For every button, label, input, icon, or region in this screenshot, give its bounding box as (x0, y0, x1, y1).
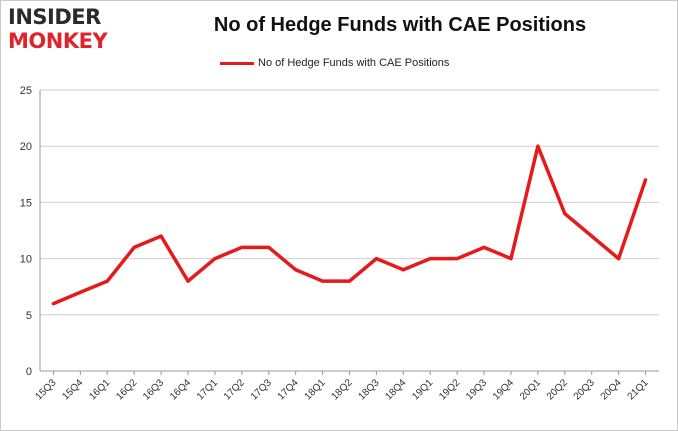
data-point (132, 245, 136, 249)
data-point (240, 245, 244, 249)
x-tick-label: 19Q4 (491, 377, 516, 402)
data-point (78, 290, 82, 294)
x-tick-label: 21Q1 (626, 377, 651, 402)
x-tick-label: 17Q2 (222, 377, 247, 402)
data-point (374, 257, 379, 261)
x-tick-label: 15Q3 (33, 377, 58, 402)
data-point (213, 257, 217, 261)
x-tick-label: 20Q1 (518, 377, 543, 402)
data-point (347, 279, 352, 283)
grid-lines (40, 89, 659, 316)
y-tick-label: 10 (20, 254, 32, 266)
y-tick-label: 0 (26, 366, 32, 378)
x-tick-label: 19Q1 (410, 377, 435, 402)
legend: No of Hedge Funds with CAE Positions (220, 56, 449, 70)
y-tick-label: 20 (20, 141, 32, 153)
data-point (590, 234, 594, 238)
chart-title: No of Hedge Funds with CAE Positions (213, 14, 587, 36)
x-tick-label: 16Q3 (141, 377, 166, 402)
y-tick-label: 15 (20, 197, 32, 209)
y-tick-label: 5 (26, 310, 32, 322)
x-tick-label: 16Q4 (168, 377, 193, 402)
x-tick-label: 17Q1 (195, 377, 220, 402)
data-point (267, 245, 271, 249)
data-point (51, 301, 56, 306)
legend-swatch (220, 61, 254, 65)
data-point (509, 257, 513, 261)
x-tick-label: 19Q3 (464, 377, 489, 402)
legend-label: No of Hedge Funds with CAE Positions (258, 57, 450, 69)
data-point (455, 257, 459, 261)
x-tick-label: 17Q4 (276, 377, 301, 402)
x-tick-labels: 15Q3 15Q4 16Q1 16Q2 16Q3 16Q4 17Q1 17Q2 17Q3 17Q4… (33, 377, 650, 402)
data-point (105, 279, 109, 283)
data-point (401, 268, 405, 272)
x-tick-label: 18Q3 (356, 377, 381, 402)
x-tick-label: 20Q2 (545, 377, 570, 402)
data-point (643, 178, 648, 182)
series-layer (51, 144, 648, 306)
x-tick-label: 15Q4 (60, 377, 85, 402)
data-point (482, 245, 486, 249)
logo-line-1: INSIDER (8, 5, 101, 29)
x-tick-label: 20Q3 (572, 377, 597, 402)
data-point (563, 212, 567, 216)
data-point (186, 279, 190, 283)
logo-line-2: MONKEY (8, 29, 108, 53)
x-tick-label: 18Q1 (303, 377, 328, 402)
y-tick-label: 25 (20, 85, 32, 97)
data-point (536, 144, 540, 148)
data-point (159, 234, 163, 238)
insider-monkey-logo: INSIDER MONKEY (8, 6, 128, 56)
x-tick-label: 17Q3 (249, 377, 274, 402)
data-point (294, 268, 298, 272)
axes (39, 90, 659, 375)
data-point (428, 257, 432, 261)
data-point (617, 257, 621, 261)
x-tick-label: 18Q2 (330, 377, 355, 402)
x-tick-label: 16Q1 (87, 377, 112, 402)
x-tick-label: 19Q2 (437, 377, 462, 402)
x-tick-label: 16Q2 (114, 377, 139, 402)
data-point (320, 279, 325, 283)
x-tick-label: 18Q4 (383, 377, 408, 402)
x-tick-label: 20Q4 (599, 377, 624, 402)
y-tick-labels: 0 5 10 15 20 25 (20, 85, 32, 378)
